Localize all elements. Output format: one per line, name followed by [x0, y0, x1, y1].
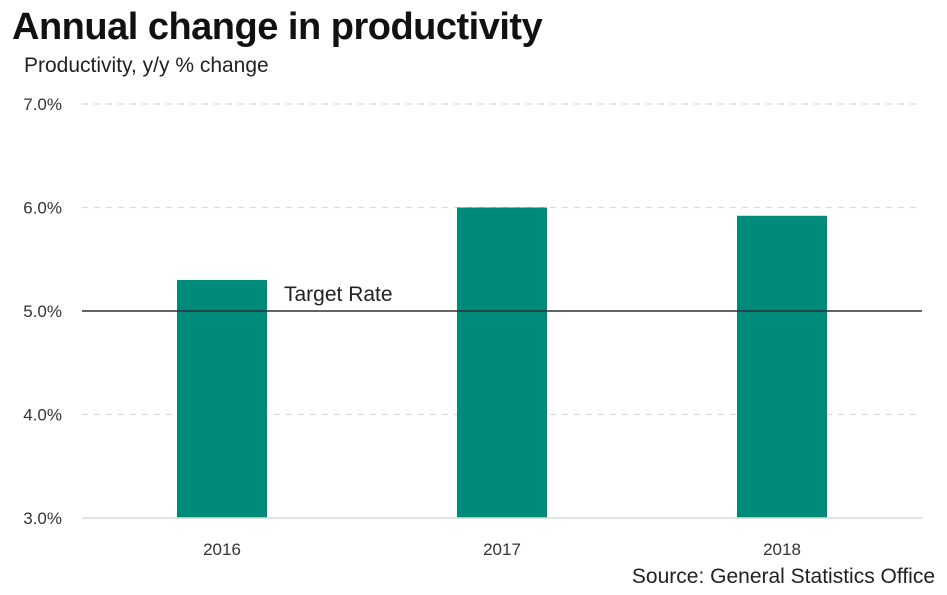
x-axis: 2016 2017 2018 — [82, 517, 922, 559]
chart-title: Annual change in productivity — [12, 6, 543, 48]
bars — [177, 207, 827, 518]
y-tick-label: 6.0% — [23, 199, 62, 218]
x-tick-label: 2017 — [483, 540, 521, 559]
y-tick-label: 5.0% — [23, 302, 62, 321]
bar-2017 — [457, 207, 547, 518]
source-note: Source: General Statistics Office — [631, 565, 935, 588]
bar-2016 — [177, 279, 267, 518]
y-axis: 3.0% 4.0% 5.0% 6.0% 7.0% — [23, 95, 62, 528]
y-tick-label: 7.0% — [23, 95, 62, 114]
target-rate-line-group: Target Rate — [82, 283, 922, 312]
bar-2018 — [737, 215, 827, 518]
x-tick-label: 2018 — [763, 540, 801, 559]
chart-subtitle: Productivity, y/y % change — [24, 54, 269, 77]
y-tick-label: 3.0% — [23, 509, 62, 528]
target-rate-label: Target Rate — [284, 283, 393, 306]
y-tick-label: 4.0% — [23, 406, 62, 425]
x-tick-label: 2016 — [203, 540, 241, 559]
